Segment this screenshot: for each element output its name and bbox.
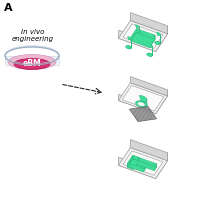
Polygon shape <box>150 35 155 48</box>
Polygon shape <box>119 157 156 179</box>
Polygon shape <box>5 56 59 65</box>
Polygon shape <box>137 102 145 106</box>
Polygon shape <box>129 106 157 122</box>
Polygon shape <box>127 155 133 167</box>
Polygon shape <box>130 160 145 169</box>
Polygon shape <box>143 165 145 172</box>
Polygon shape <box>130 140 167 161</box>
Polygon shape <box>131 159 156 171</box>
Polygon shape <box>149 44 153 56</box>
Polygon shape <box>155 41 160 45</box>
Polygon shape <box>147 53 153 56</box>
Polygon shape <box>119 30 156 52</box>
Polygon shape <box>119 148 167 179</box>
Polygon shape <box>130 77 167 96</box>
Polygon shape <box>156 90 167 114</box>
Polygon shape <box>131 29 136 41</box>
Ellipse shape <box>8 54 56 70</box>
Polygon shape <box>123 24 163 48</box>
Polygon shape <box>136 29 155 39</box>
Polygon shape <box>154 164 156 171</box>
Polygon shape <box>122 85 164 111</box>
Polygon shape <box>133 34 139 37</box>
Text: A: A <box>4 3 13 13</box>
Text: In vivo
engineering: In vivo engineering <box>12 29 54 42</box>
Polygon shape <box>156 26 167 52</box>
Polygon shape <box>135 101 147 107</box>
Polygon shape <box>131 155 133 162</box>
Polygon shape <box>128 160 130 166</box>
Polygon shape <box>157 32 160 45</box>
Polygon shape <box>133 158 139 170</box>
Ellipse shape <box>14 58 50 70</box>
Polygon shape <box>119 83 167 114</box>
Polygon shape <box>128 37 131 49</box>
Polygon shape <box>156 153 167 179</box>
Polygon shape <box>130 13 167 34</box>
Polygon shape <box>128 164 145 172</box>
Polygon shape <box>139 95 147 107</box>
Polygon shape <box>131 33 155 48</box>
Polygon shape <box>135 25 139 37</box>
Polygon shape <box>133 155 156 167</box>
Polygon shape <box>126 46 131 49</box>
Polygon shape <box>123 151 163 175</box>
Polygon shape <box>127 159 139 170</box>
Polygon shape <box>133 155 139 161</box>
Polygon shape <box>119 21 167 52</box>
Text: eBM: eBM <box>23 60 41 68</box>
Polygon shape <box>119 94 156 114</box>
